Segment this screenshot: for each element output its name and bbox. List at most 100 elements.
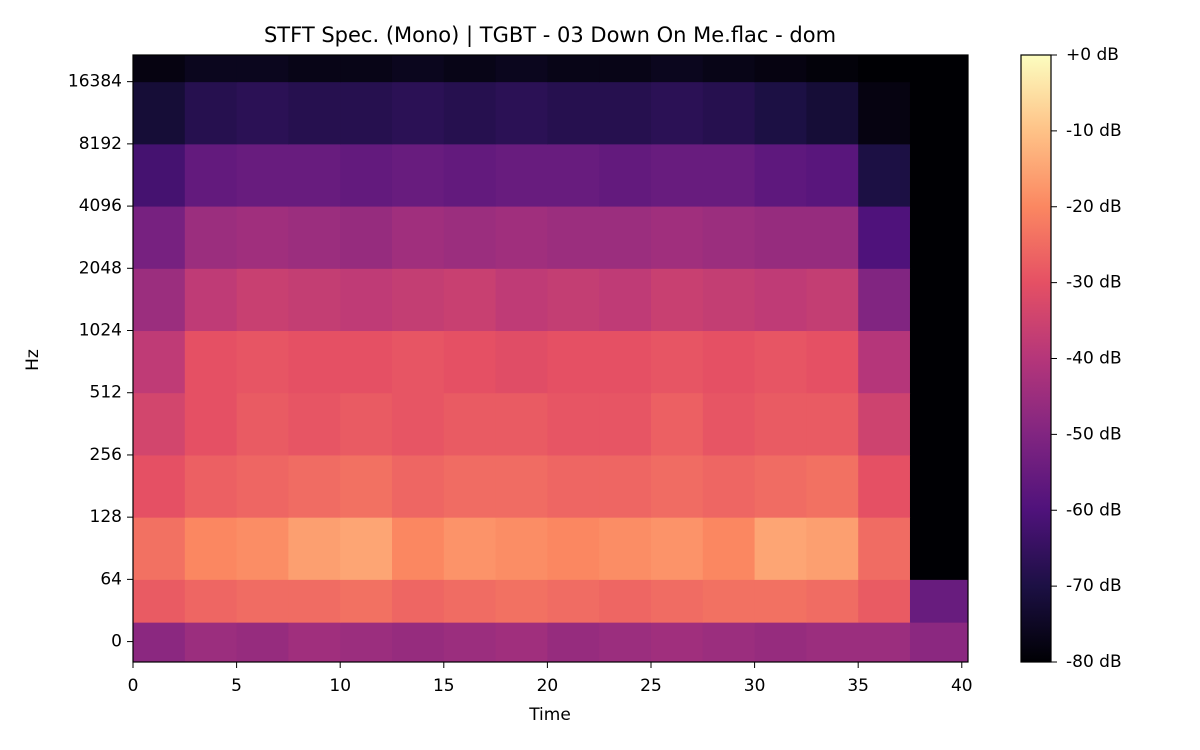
heatmap-cell bbox=[391, 81, 445, 145]
heatmap-cell bbox=[909, 454, 969, 518]
heatmap-cell bbox=[288, 622, 341, 663]
heatmap-cell bbox=[754, 206, 807, 269]
heatmap-cell bbox=[754, 392, 807, 456]
heatmap-cell bbox=[133, 55, 186, 83]
heatmap-cell bbox=[288, 55, 341, 83]
heatmap-cell bbox=[702, 81, 756, 145]
heatmap-cell bbox=[754, 268, 807, 332]
heatmap-cell bbox=[806, 81, 859, 145]
heatmap-cell bbox=[547, 55, 600, 83]
heatmap-cell bbox=[754, 81, 807, 145]
heatmap-cell bbox=[495, 206, 548, 269]
heatmap-cell bbox=[909, 579, 969, 623]
heatmap-cell bbox=[340, 622, 393, 663]
heatmap-cell bbox=[909, 268, 969, 332]
heatmap-cell bbox=[547, 392, 600, 456]
heatmap-cell bbox=[599, 579, 652, 623]
heatmap-cell bbox=[133, 392, 186, 456]
heatmap-cell bbox=[236, 330, 289, 394]
x-tick-label: 10 bbox=[329, 676, 351, 696]
heatmap-cell bbox=[702, 392, 756, 456]
heatmap-cell bbox=[495, 268, 548, 332]
heatmap-cell bbox=[495, 454, 548, 518]
y-tick-label: 1024 bbox=[79, 321, 122, 341]
heatmap-cell bbox=[806, 143, 859, 207]
heatmap-cell bbox=[184, 622, 238, 663]
heatmap-cell bbox=[495, 143, 548, 207]
heatmap-cell bbox=[184, 579, 238, 623]
heatmap-cell bbox=[133, 268, 186, 332]
heatmap bbox=[133, 55, 969, 663]
heatmap-cell bbox=[443, 81, 497, 145]
heatmap-cell bbox=[702, 579, 756, 623]
heatmap-cell bbox=[133, 517, 186, 580]
heatmap-cell bbox=[340, 143, 393, 207]
heatmap-cell bbox=[909, 81, 969, 145]
heatmap-cell bbox=[754, 143, 807, 207]
heatmap-cell bbox=[547, 579, 600, 623]
heatmap-cell bbox=[806, 268, 859, 332]
heatmap-cell bbox=[288, 454, 341, 518]
heatmap-cell bbox=[184, 81, 238, 145]
heatmap-cell bbox=[391, 622, 445, 663]
heatmap-cell bbox=[702, 143, 756, 207]
heatmap-cell bbox=[909, 330, 969, 394]
colorbar-tick-label: -80 dB bbox=[1066, 652, 1122, 672]
y-tick-label: 16384 bbox=[68, 72, 122, 92]
heatmap-cell bbox=[599, 143, 652, 207]
heatmap-cell bbox=[288, 81, 341, 145]
heatmap-cell bbox=[650, 622, 704, 663]
heatmap-cell bbox=[806, 517, 859, 580]
heatmap-cell bbox=[547, 206, 600, 269]
heatmap-cell bbox=[340, 206, 393, 269]
heatmap-cell bbox=[443, 206, 497, 269]
heatmap-cell bbox=[340, 517, 393, 580]
heatmap-cell bbox=[547, 454, 600, 518]
heatmap-cell bbox=[391, 454, 445, 518]
heatmap-cell bbox=[702, 622, 756, 663]
heatmap-cell bbox=[858, 330, 911, 394]
heatmap-cell bbox=[184, 143, 238, 207]
heatmap-cell bbox=[858, 579, 911, 623]
heatmap-cell bbox=[599, 81, 652, 145]
colorbar-tick-label: -40 dB bbox=[1066, 349, 1122, 369]
heatmap-cell bbox=[443, 268, 497, 332]
heatmap-cell bbox=[754, 517, 807, 580]
heatmap-cell bbox=[184, 517, 238, 580]
heatmap-cell bbox=[288, 330, 341, 394]
heatmap-cell bbox=[443, 55, 497, 83]
heatmap-cell bbox=[599, 206, 652, 269]
heatmap-cell bbox=[702, 268, 756, 332]
heatmap-cell bbox=[858, 268, 911, 332]
heatmap-cell bbox=[391, 268, 445, 332]
chart-title: STFT Spec. (Mono) | TGBT - 03 Down On Me… bbox=[264, 23, 836, 48]
heatmap-cell bbox=[702, 330, 756, 394]
heatmap-cell bbox=[650, 392, 704, 456]
colorbar-tick-label: +0 dB bbox=[1066, 45, 1119, 65]
heatmap-cell bbox=[909, 392, 969, 456]
heatmap-cell bbox=[340, 330, 393, 394]
heatmap-cell bbox=[288, 206, 341, 269]
heatmap-cell bbox=[236, 454, 289, 518]
heatmap-cell bbox=[133, 330, 186, 394]
heatmap-cell bbox=[340, 81, 393, 145]
colorbar-tick-label: -10 dB bbox=[1066, 121, 1122, 141]
heatmap-cell bbox=[599, 622, 652, 663]
heatmap-cell bbox=[288, 392, 341, 456]
heatmap-cell bbox=[909, 517, 969, 580]
heatmap-cell bbox=[858, 81, 911, 145]
heatmap-cell bbox=[858, 206, 911, 269]
heatmap-cell bbox=[391, 206, 445, 269]
heatmap-cell bbox=[547, 622, 600, 663]
heatmap-cell bbox=[754, 579, 807, 623]
heatmap-cell bbox=[391, 579, 445, 623]
x-axis-label: Time bbox=[528, 705, 571, 725]
x-tick-label: 30 bbox=[744, 676, 766, 696]
heatmap-cell bbox=[599, 55, 652, 83]
heatmap-cell bbox=[806, 622, 859, 663]
heatmap-cell bbox=[806, 206, 859, 269]
y-tick-label: 4096 bbox=[79, 196, 122, 216]
heatmap-cell bbox=[547, 268, 600, 332]
heatmap-cell bbox=[858, 392, 911, 456]
